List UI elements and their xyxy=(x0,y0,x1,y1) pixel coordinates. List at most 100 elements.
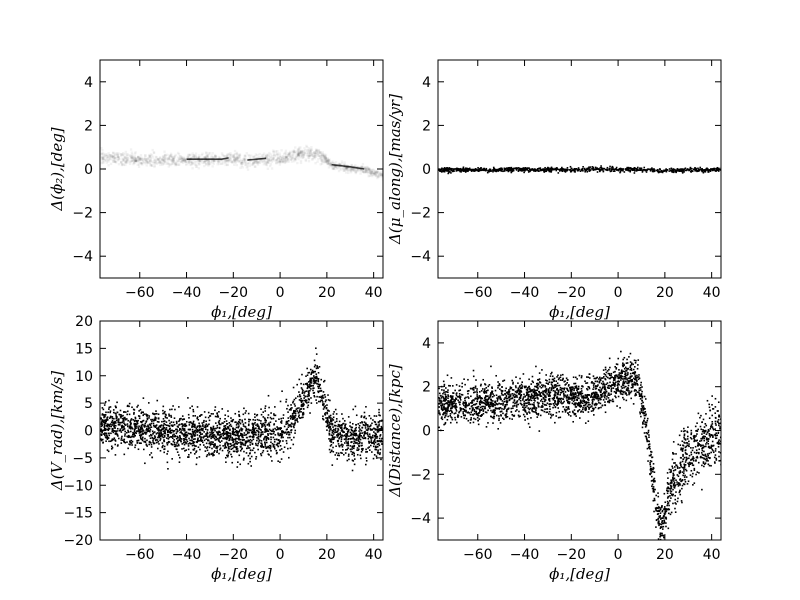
data-point xyxy=(205,159,208,162)
data-point xyxy=(364,422,367,425)
data-point xyxy=(124,441,127,444)
data-point xyxy=(117,157,120,160)
data-point xyxy=(104,415,106,418)
data-point xyxy=(289,158,293,161)
data-point xyxy=(296,410,299,412)
data-point xyxy=(211,429,214,432)
data-point xyxy=(156,432,159,434)
data-point xyxy=(312,371,314,373)
data-point xyxy=(224,424,227,427)
data-point xyxy=(107,411,109,414)
data-point xyxy=(138,432,141,434)
data-point xyxy=(541,169,543,171)
data-point xyxy=(163,451,166,454)
data-point xyxy=(257,424,259,427)
data-point xyxy=(313,376,315,379)
data-point xyxy=(313,359,316,362)
data-point xyxy=(307,381,310,383)
data-point xyxy=(208,446,211,449)
data-point xyxy=(306,387,309,390)
data-point xyxy=(517,167,520,169)
data-point xyxy=(198,422,200,425)
data-point xyxy=(562,168,565,171)
data-point xyxy=(309,149,313,153)
data-point xyxy=(265,441,268,444)
data-point xyxy=(114,433,117,435)
data-point xyxy=(335,445,337,447)
data-point xyxy=(186,440,189,443)
data-point xyxy=(144,154,147,157)
data-point xyxy=(202,424,204,426)
data-point xyxy=(332,433,335,435)
data-point xyxy=(261,431,263,433)
data-point xyxy=(149,437,152,440)
data-point xyxy=(174,408,176,411)
data-point xyxy=(279,449,281,451)
data-point xyxy=(120,442,123,444)
data-point xyxy=(103,427,106,430)
data-point xyxy=(319,390,321,392)
data-point xyxy=(575,168,578,170)
data-point xyxy=(287,404,289,407)
data-point xyxy=(126,153,129,156)
data-point xyxy=(288,456,290,459)
data-point xyxy=(125,418,128,420)
data-point xyxy=(265,155,268,158)
data-point xyxy=(235,155,239,158)
data-point xyxy=(569,169,572,171)
data-point xyxy=(107,164,110,167)
data-point xyxy=(158,425,161,427)
data-point xyxy=(347,166,350,169)
data-point xyxy=(212,427,215,429)
data-point xyxy=(337,163,341,166)
data-point xyxy=(347,430,350,433)
data-point xyxy=(198,456,201,458)
data-point xyxy=(170,153,173,157)
data-point xyxy=(272,149,275,152)
data-point xyxy=(308,371,311,374)
data-point xyxy=(683,169,685,171)
data-point xyxy=(209,443,212,445)
data-point xyxy=(336,166,339,170)
data-point xyxy=(361,421,363,423)
data-point xyxy=(327,159,331,162)
data-point xyxy=(161,159,165,162)
data-point xyxy=(318,365,321,368)
data-point xyxy=(178,429,181,431)
data-point xyxy=(160,431,162,434)
data-point xyxy=(144,422,147,425)
data-point xyxy=(334,431,337,433)
data-point xyxy=(592,167,594,170)
data-point xyxy=(167,156,171,159)
data-point xyxy=(280,448,283,450)
data-point xyxy=(307,147,311,150)
data-point xyxy=(324,158,327,161)
data-point xyxy=(206,155,209,158)
data-point xyxy=(163,159,166,162)
data-point xyxy=(126,405,129,408)
data-point xyxy=(326,162,330,165)
data-point xyxy=(278,418,280,421)
data-point xyxy=(203,156,206,160)
data-point xyxy=(365,168,368,172)
data-point xyxy=(317,379,319,381)
data-point xyxy=(375,448,377,451)
data-point xyxy=(548,167,550,169)
data-point xyxy=(109,411,111,414)
data-point xyxy=(308,394,310,397)
x-tick-label: 20 xyxy=(656,285,674,301)
data-point xyxy=(123,438,126,441)
data-point xyxy=(137,165,141,169)
data-point xyxy=(113,157,117,160)
data-point xyxy=(193,431,195,433)
data-point xyxy=(322,158,326,162)
data-point xyxy=(380,425,383,428)
data-point xyxy=(360,169,363,172)
data-point xyxy=(134,446,136,449)
data-point xyxy=(459,168,461,170)
data-point xyxy=(329,163,332,166)
data-point xyxy=(381,419,383,422)
data-point xyxy=(274,406,276,408)
data-point xyxy=(269,158,273,162)
data-point xyxy=(129,443,131,446)
